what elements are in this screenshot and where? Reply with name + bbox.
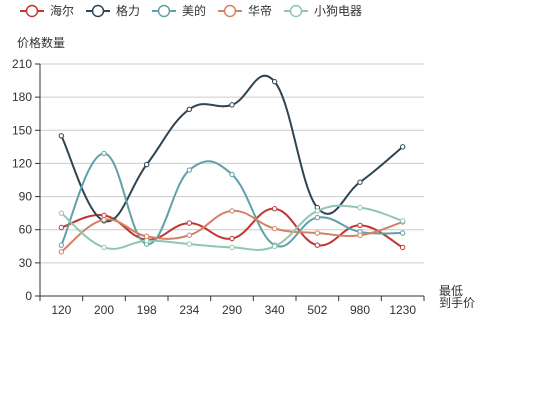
- data-point[interactable]: [229, 244, 235, 251]
- legend-label: 格力: [116, 3, 140, 18]
- x-tick-label: 502: [307, 303, 327, 317]
- legend-swatch-marker: [223, 4, 237, 18]
- legend-item[interactable]: 格力: [86, 3, 140, 18]
- data-point[interactable]: [229, 208, 235, 214]
- data-point[interactable]: [58, 242, 65, 248]
- data-point[interactable]: [229, 235, 235, 242]
- data-point[interactable]: [186, 220, 193, 226]
- data-point[interactable]: [186, 167, 193, 173]
- data-point[interactable]: [271, 243, 278, 249]
- y-tick-label: 60: [19, 223, 33, 237]
- data-point[interactable]: [58, 249, 65, 255]
- legend-label: 小狗电器: [314, 4, 362, 18]
- x-tick-label: 290: [222, 303, 242, 317]
- y-tick-label: 150: [12, 123, 32, 137]
- legend-label: 美的: [182, 3, 206, 18]
- data-point[interactable]: [399, 230, 406, 236]
- x-tick-label: 980: [350, 303, 370, 317]
- data-point[interactable]: [271, 206, 278, 212]
- data-point[interactable]: [186, 106, 193, 112]
- legend-label: 华帝: [248, 3, 272, 18]
- legend-item[interactable]: 华帝: [218, 3, 272, 18]
- x-axis: 120 200 198 234 290 340 502 980 1230: [39, 295, 425, 317]
- data-point[interactable]: [271, 225, 278, 232]
- series-5: [58, 204, 406, 251]
- data-point[interactable]: [314, 242, 321, 248]
- grid-lines: [40, 63, 424, 264]
- data-point[interactable]: [101, 212, 107, 219]
- y-tick-label: 30: [19, 256, 33, 270]
- data-point[interactable]: [143, 238, 150, 244]
- series-3: [58, 150, 406, 248]
- data-point[interactable]: [143, 161, 150, 168]
- x-tick-label: 120: [51, 303, 71, 317]
- legend-swatch-marker: [25, 4, 39, 18]
- y-tick-label: 90: [19, 190, 33, 204]
- legend-swatch-marker: [91, 4, 105, 18]
- data-point[interactable]: [314, 230, 321, 236]
- legend-swatch-marker: [157, 4, 171, 18]
- legend-item[interactable]: 海尔: [20, 3, 74, 18]
- y-axis-label: 价格数量: [17, 35, 65, 50]
- data-point[interactable]: [314, 208, 321, 214]
- data-point[interactable]: [58, 224, 65, 231]
- x-tick-label: 198: [137, 303, 157, 317]
- series-line: [61, 207, 404, 249]
- data-point[interactable]: [399, 244, 406, 251]
- data-point[interactable]: [229, 171, 235, 178]
- data-point[interactable]: [186, 241, 193, 247]
- legend-item[interactable]: 小狗电器: [284, 4, 362, 18]
- data-point[interactable]: [143, 233, 150, 240]
- x-tick-label: 234: [179, 303, 199, 317]
- y-tick-label: 120: [12, 156, 32, 170]
- y-axis: 0 30 60 90 120 150 180 210: [12, 57, 41, 303]
- data-point[interactable]: [186, 232, 193, 238]
- data-point[interactable]: [357, 179, 363, 185]
- data-point[interactable]: [357, 204, 363, 211]
- legend-swatch-marker: [289, 4, 303, 18]
- x-tick-label: 200: [94, 303, 114, 317]
- data-point[interactable]: [399, 144, 406, 150]
- data-point[interactable]: [58, 210, 65, 216]
- legend-label: 海尔: [50, 3, 74, 18]
- x-axis-label-line-2: 到手价: [439, 296, 475, 310]
- y-tick-label: 210: [12, 57, 32, 71]
- data-point[interactable]: [271, 78, 278, 85]
- data-point[interactable]: [357, 232, 363, 238]
- legend[interactable]: 海尔 格力 美的 华帝 小狗电器: [20, 3, 362, 18]
- data-point[interactable]: [101, 217, 107, 223]
- y-tick-label: 180: [12, 90, 32, 104]
- series-2: [58, 74, 406, 224]
- data-point[interactable]: [101, 244, 107, 251]
- y-tick-label: 0: [25, 289, 32, 303]
- x-axis-label-line-1: 最低: [439, 284, 463, 298]
- data-point[interactable]: [101, 150, 107, 157]
- series-line: [60, 152, 403, 248]
- series-group: [58, 74, 406, 255]
- data-point[interactable]: [58, 133, 65, 139]
- data-point[interactable]: [229, 102, 235, 108]
- x-tick-label: 340: [265, 303, 285, 317]
- data-point[interactable]: [357, 222, 363, 228]
- data-point[interactable]: [399, 218, 406, 224]
- data-point[interactable]: [314, 214, 321, 221]
- legend-item[interactable]: 美的: [152, 3, 206, 18]
- x-tick-label: 1230: [389, 303, 416, 317]
